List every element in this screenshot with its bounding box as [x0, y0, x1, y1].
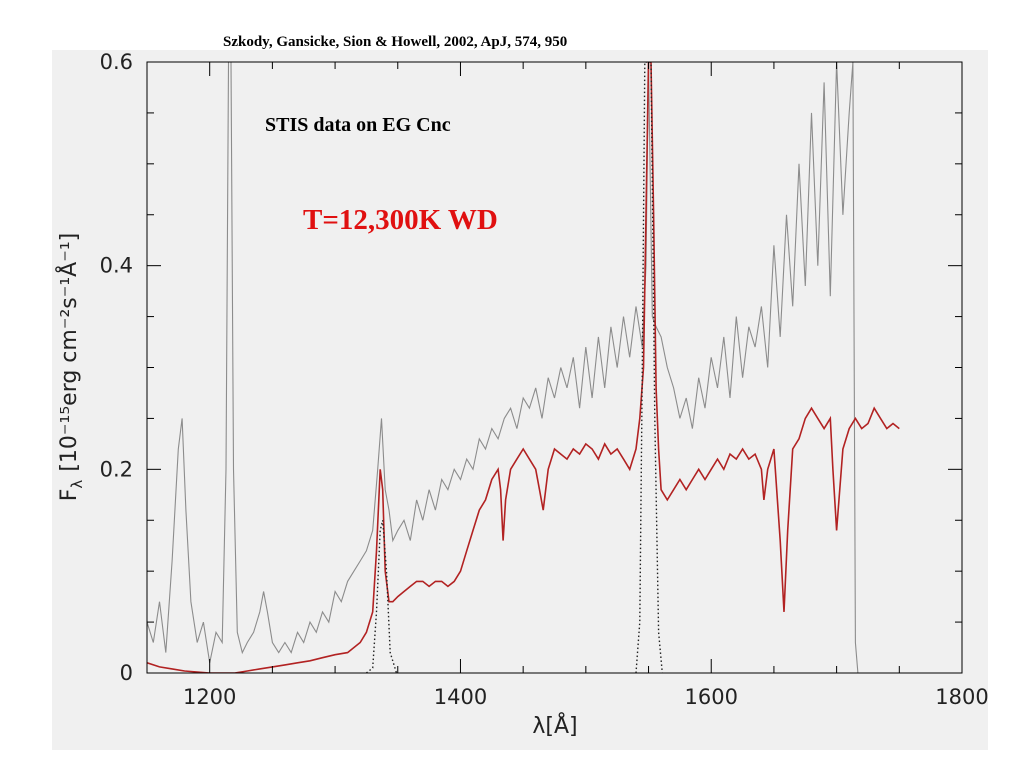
series-dotted-line-1 — [635, 62, 663, 673]
plot-background — [52, 50, 988, 750]
y-axis-label-units: [10⁻¹⁵erg cm⁻²s⁻¹Å⁻¹] — [55, 233, 82, 472]
y-axis-label-symbol: F — [57, 489, 82, 502]
series-model-line — [147, 62, 900, 673]
y-tick-label-0: 0 — [120, 661, 133, 685]
series-observed-line — [147, 62, 859, 673]
x-tick-label-1400: 1400 — [434, 685, 487, 709]
chart-title: STIS data on EG Cnc — [265, 114, 451, 136]
y-tick-label-0.2: 0.2 — [100, 457, 133, 481]
y-axis-label: Fλ [10⁻¹⁵erg cm⁻²s⁻¹Å⁻¹] — [55, 233, 86, 501]
x-tick-label-1600: 1600 — [685, 685, 738, 709]
y-axis-label-subscript: λ — [68, 480, 86, 489]
citation-text: Szkody, Gansicke, Sion & Howell, 2002, A… — [223, 34, 568, 50]
y-tick-label-0.6: 0.6 — [100, 50, 133, 74]
y-tick-label-0.4: 0.4 — [100, 254, 133, 278]
x-axis-label: λ[Å] — [532, 712, 577, 739]
temperature-annotation: T=12,300K WD — [303, 204, 498, 236]
series-dotted-line-0 — [365, 520, 398, 673]
svg-text:Fλ[10⁻¹⁵erg cm⁻²s⁻¹Å⁻¹]: Fλ [10⁻¹⁵erg cm⁻²s⁻¹Å⁻¹] — [55, 233, 86, 501]
x-tick-label-1800: 1800 — [935, 685, 988, 709]
x-tick-label-1200: 1200 — [183, 685, 236, 709]
